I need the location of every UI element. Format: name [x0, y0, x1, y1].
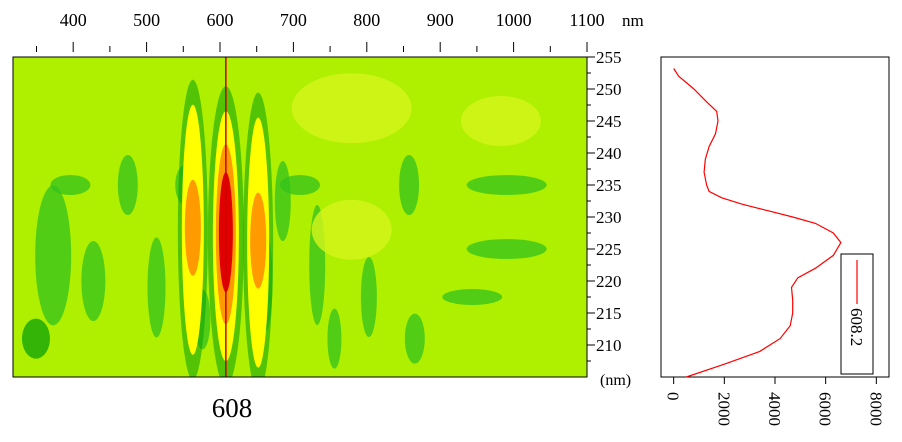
y-tick-label: 245: [596, 112, 622, 131]
y-tick-label: 225: [596, 240, 622, 259]
x-tick-label: 800: [353, 10, 380, 30]
legend-series-label: 608.2: [847, 308, 866, 346]
heatmap-light-patch: [311, 199, 392, 260]
y-tick-label: 235: [596, 176, 622, 195]
heatmap: [12, 56, 588, 378]
heatmap-texture-patch: [35, 185, 72, 326]
heatmap-light-patch: [460, 96, 541, 146]
profile-legend: 608.2: [840, 253, 874, 375]
profile-x-tick-label: 6000: [816, 392, 835, 426]
profile-x-tick-label: 0: [664, 392, 683, 401]
profile-x-axis: 0 2000 4000 6000 8000: [664, 377, 885, 426]
profile-x-tick-label: 2000: [714, 392, 733, 426]
profile-plot: 0 2000 4000 6000 8000 608.2: [660, 56, 890, 426]
heatmap-texture-patch: [466, 239, 547, 259]
y-axis-unit: (nm): [600, 372, 631, 389]
profile-x-tick-label: 8000: [866, 392, 885, 426]
x-tick-label: 700: [280, 10, 307, 30]
heatmap-texture-patch: [280, 175, 320, 195]
x-axis-top: 400 500 600 700 800 900 1000 1100: [35, 10, 605, 52]
heatmap-texture-patch: [117, 155, 138, 215]
cursor-wavelength-label: 608: [212, 393, 253, 423]
x-tick-label: 1100: [569, 10, 604, 30]
profile-x-tick-label: 4000: [765, 392, 784, 426]
heatmap-texture-patch: [327, 308, 342, 369]
y-tick-label: 220: [596, 272, 622, 291]
y-tick-label: 230: [596, 208, 622, 227]
heatmap-texture-patch: [442, 289, 503, 305]
y-tick-label: 240: [596, 144, 622, 163]
x-tick-label: 1000: [496, 10, 532, 30]
y-tick-label: 215: [596, 304, 622, 323]
heatmap-texture-patch: [399, 155, 420, 215]
heatmap-texture-patch: [81, 241, 106, 321]
y-tick-label: 250: [596, 80, 622, 99]
band-orange: [184, 179, 201, 276]
heatmap-texture-patch: [21, 318, 50, 359]
heatmap-texture-patch: [466, 175, 547, 195]
x-axis-unit: nm: [622, 11, 644, 30]
heatmap-texture-patch: [360, 257, 377, 337]
heatmap-light-patch: [291, 73, 412, 144]
y-tick-label: 210: [596, 336, 622, 355]
y-axis-right: 210 215 220 225 230 235 240 245 250 255: [587, 48, 622, 362]
heatmap-texture-patch: [274, 161, 291, 241]
x-tick-label: 400: [60, 10, 87, 30]
heatmap-texture-patch: [147, 237, 166, 338]
x-tick-label: 600: [206, 10, 233, 30]
x-tick-label: 900: [427, 10, 454, 30]
profile-series-line: [673, 68, 842, 378]
heatmap-texture-patch: [404, 313, 425, 364]
heatmap-texture-patch: [50, 175, 91, 195]
y-tick-label: 255: [596, 48, 622, 67]
band-orange: [250, 192, 267, 289]
x-tick-label: 500: [133, 10, 160, 30]
